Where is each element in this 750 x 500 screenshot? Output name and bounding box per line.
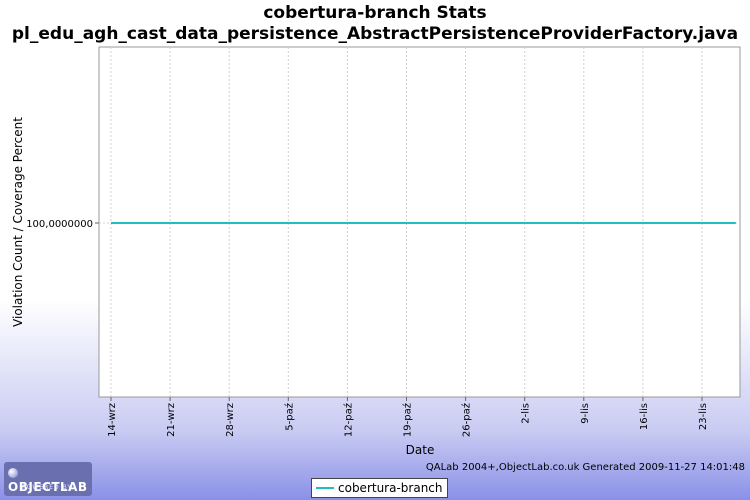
x-tick-label: 5-paź	[283, 403, 295, 431]
x-tick-label: 16-lis	[639, 403, 650, 430]
y-axis-label: Violation Count / Coverage Percent	[11, 117, 25, 327]
objectlab-logo: OBJECTLAB POWERED BY	[4, 462, 92, 496]
legend-label: cobertura-branch	[338, 481, 443, 495]
footer-generated-text: QALab 2004+,ObjectLab.co.uk Generated 20…	[425, 462, 745, 473]
x-tick-label: 9-lis	[580, 403, 591, 424]
x-tick-label: 26-paź	[461, 403, 473, 437]
logo-text: OBJECTLAB	[8, 480, 88, 494]
x-tick-label: 14-wrz	[107, 403, 118, 437]
x-tick-label: 19-paź	[402, 403, 414, 437]
x-tick-label: 23-lis	[698, 403, 709, 430]
chart-title: cobertura-branch Stats	[263, 3, 487, 23]
chart-subtitle: pl_edu_agh_cast_data_persistence_Abstrac…	[11, 24, 739, 44]
y-tick-label: 100,0000000	[26, 219, 93, 230]
legend-swatch	[316, 487, 334, 489]
x-axis-label: Date	[406, 443, 435, 457]
legend: cobertura-branch	[311, 478, 448, 498]
logo-subtext: POWERED BY	[22, 484, 73, 491]
x-tick-label: 21-wrz	[166, 403, 177, 437]
x-tick-label: 2-lis	[521, 403, 532, 424]
x-tick-label: 12-paź	[342, 403, 354, 437]
x-tick-label: 28-wrz	[225, 403, 236, 437]
